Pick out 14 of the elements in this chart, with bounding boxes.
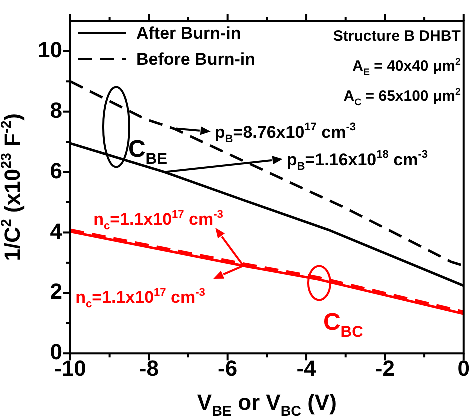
annotation: Structure B DHBT: [333, 28, 461, 46]
x-tick-label: -2: [375, 356, 395, 381]
y-tick-label: 10: [38, 37, 62, 62]
legend-label: Before Burn-in: [136, 50, 256, 70]
y-tick-label: 8: [50, 98, 62, 123]
x-tick-label: 0: [458, 356, 470, 381]
x-tick-label: -4: [296, 356, 318, 381]
y-tick-label: 4: [50, 218, 64, 244]
legend-label: After Burn-in: [136, 24, 242, 44]
x-tick-label: -6: [218, 356, 238, 381]
x-tick-label: -8: [139, 356, 159, 381]
y-axis-title: 1/C2 (x1023 F-2): [0, 113, 25, 262]
y-tick-label: 2: [50, 279, 62, 304]
y-tick-label: 6: [50, 158, 62, 184]
